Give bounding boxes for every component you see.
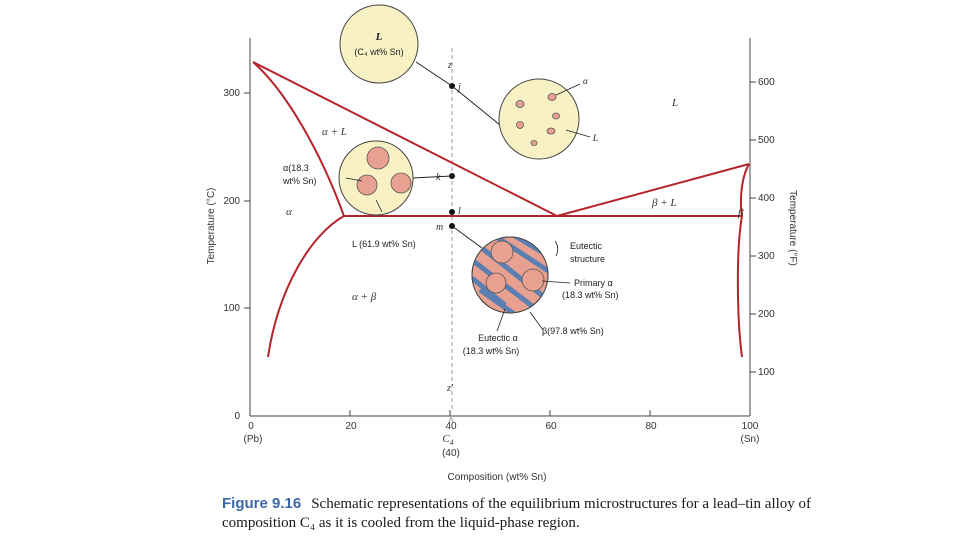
x-tick-20: 20 <box>345 421 357 432</box>
y-left-tick-100: 100 <box>223 303 240 314</box>
bubble-j: α L <box>498 76 598 160</box>
solvus-right <box>736 215 743 358</box>
bubble-k-alpha-1: α(18.3 <box>283 163 309 173</box>
bubble-liquid-comp: (C₄ wt% Sn) <box>354 47 403 57</box>
phase-boundaries <box>252 61 750 358</box>
x-tick-0: 0 <box>248 421 254 432</box>
bubble-k-alpha-2: wt% Sn) <box>282 176 317 186</box>
label-m: m <box>436 222 443 233</box>
eutectic-structure-1: Eutectic <box>570 241 603 251</box>
eutectic-structure-2: structure <box>570 254 605 264</box>
caption-text: Schematic representations of the equilib… <box>222 496 812 531</box>
x-tick-100: 100 <box>742 421 759 432</box>
region-alpha-liquid: α + L <box>322 126 347 138</box>
region-beta: β <box>737 207 744 219</box>
y-left-tick-300: 300 <box>223 88 240 99</box>
bubble-liquid: L (C₄ wt% Sn) <box>339 4 419 84</box>
y-right-tick-500: 500 <box>758 135 775 146</box>
bubble-eutectic: Eutectic structure Primary α (18.3 wt% S… <box>463 236 619 356</box>
beta-composition: β(97.8 wt% Sn) <box>542 326 604 336</box>
liquidus-left <box>252 61 558 217</box>
axis-frame <box>244 38 756 417</box>
bubble-k-L: L (61.9 wt% Sn) <box>352 239 416 249</box>
y-right-tick-400: 400 <box>758 193 775 204</box>
x-tick-80: 80 <box>645 421 657 432</box>
label-k: k <box>436 172 441 183</box>
y-right-tick-100: 100 <box>758 367 775 378</box>
bubble-j-L: L <box>592 133 598 143</box>
label-j: j <box>456 82 461 93</box>
x-tick-40: 40 <box>445 421 457 432</box>
y-left-tick-0: 0 <box>234 411 240 422</box>
eutectic-alpha-1: Eutectic α <box>478 333 518 343</box>
y-right-tick-600: 600 <box>758 77 775 88</box>
point-l <box>449 209 455 215</box>
y-left-tick-200: 200 <box>223 196 240 207</box>
bubble-liquid-label: L <box>375 31 383 43</box>
solidus-right <box>739 163 750 217</box>
region-alpha: α <box>286 206 292 218</box>
connector-lines <box>411 61 501 249</box>
bubble-j-alpha: α <box>583 76 588 86</box>
eutectic-alpha-2: (18.3 wt% Sn) <box>463 346 520 356</box>
primary-alpha-2: (18.3 wt% Sn) <box>562 290 619 300</box>
x-axis-label: Composition (wt% Sn) <box>448 472 547 483</box>
label-l: l <box>458 206 461 217</box>
x-end-left: (Pb) <box>244 434 263 445</box>
liquidus-right <box>556 163 750 217</box>
solidus-left <box>252 61 345 217</box>
c4-value: (40) <box>442 448 460 459</box>
y-right-tick-300: 300 <box>758 251 775 262</box>
figure-caption: Figure 9.16 Schematic representations of … <box>222 494 862 533</box>
solvus-left <box>267 215 345 358</box>
bubble-k: α(18.3 wt% Sn) L (61.9 wt% Sn) <box>282 140 416 249</box>
c4-arrow: ^ <box>449 416 454 427</box>
region-beta-liquid: β + L <box>651 197 677 209</box>
x-end-right: (Sn) <box>741 434 760 445</box>
label-z-prime: z′ <box>446 383 454 394</box>
y-right-tick-200: 200 <box>758 309 775 320</box>
c4-marker: ^ C4 (40) <box>442 416 460 459</box>
y-left-axis-label: Temperature (°C) <box>206 188 217 265</box>
region-alpha-beta: α + β <box>352 291 377 303</box>
label-z: z <box>447 60 452 71</box>
x-tick-60: 60 <box>545 421 557 432</box>
c4-label: C4 <box>442 433 453 447</box>
y-right-axis-label: Temperature (°F) <box>787 190 798 266</box>
region-liquid: L <box>671 97 678 109</box>
figure-number: Figure 9.16 <box>222 495 302 512</box>
primary-alpha-1: Primary α <box>574 278 613 288</box>
